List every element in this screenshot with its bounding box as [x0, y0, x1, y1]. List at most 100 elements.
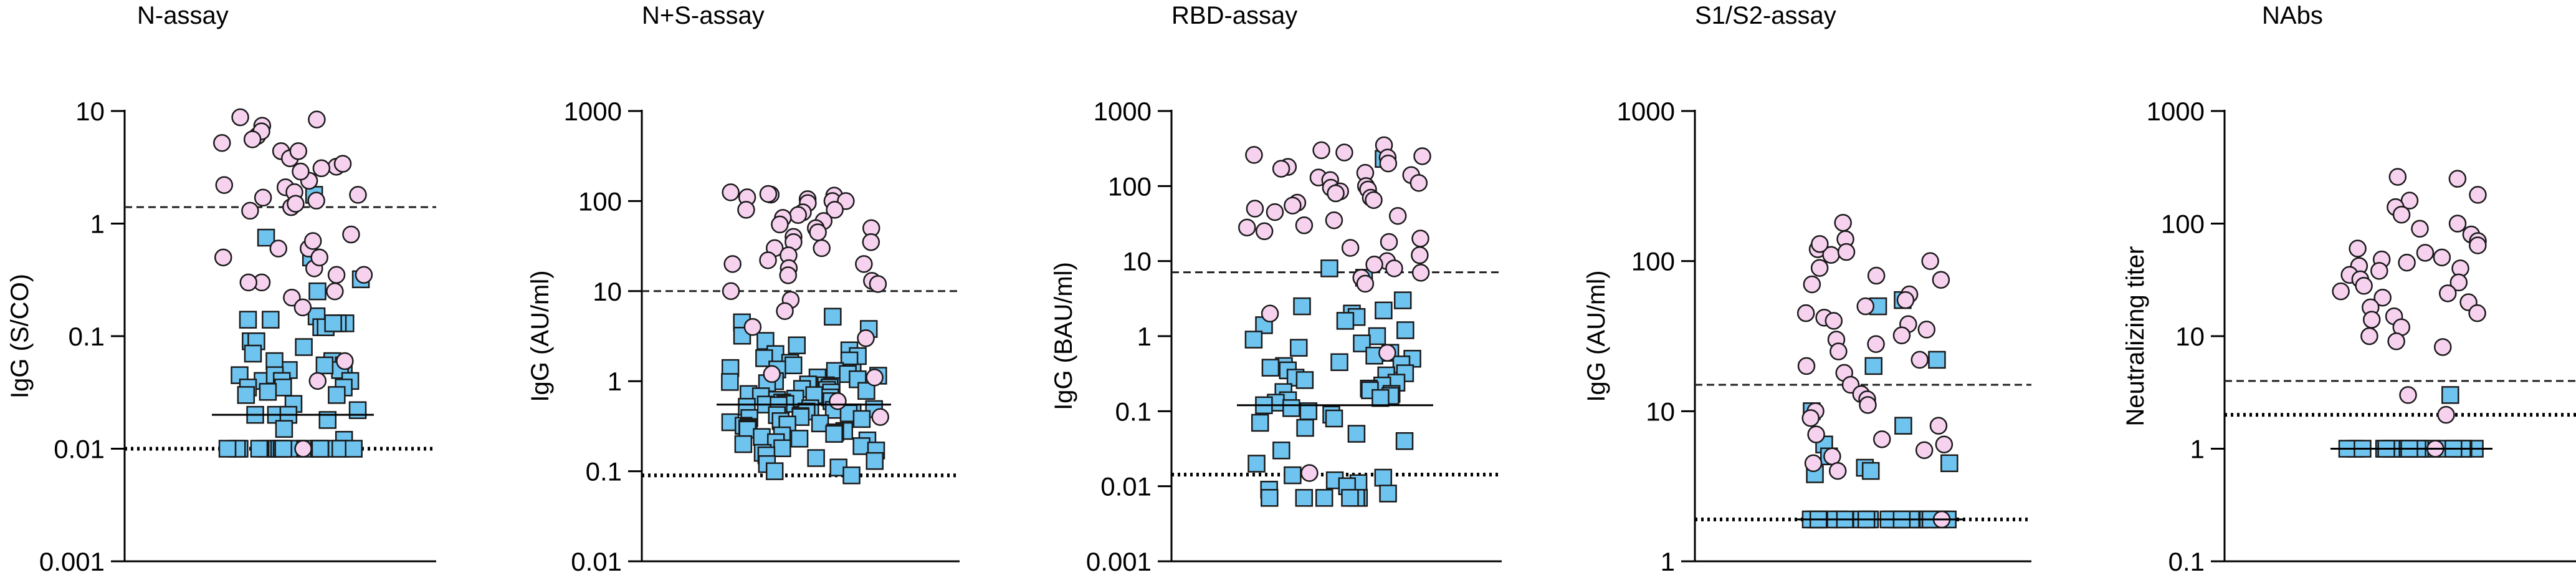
y-tick-label: 0.01 [571, 547, 622, 576]
data-point-circle [2399, 386, 2417, 404]
data-point-square [765, 462, 784, 480]
data-point-square [250, 440, 269, 458]
data-point-circle [1410, 174, 1428, 192]
data-point-square [1261, 359, 1280, 377]
data-point-square [1295, 371, 1314, 389]
data-point-square [1371, 389, 1390, 407]
data-point-circle [1872, 430, 1891, 448]
data-point-circle [1825, 312, 1843, 330]
data-point-circle [2387, 332, 2405, 350]
data-point-circle [355, 266, 373, 284]
data-point-circle [1859, 396, 1877, 414]
data-point-square [1244, 331, 1263, 349]
data-point-circle [1837, 243, 1856, 261]
data-point-circle [723, 255, 742, 273]
panel-title: S1/S2-assay [1695, 2, 1836, 29]
y-tick-label: 0.1 [586, 457, 622, 486]
data-point-circle [231, 108, 249, 127]
data-point-circle [213, 134, 231, 152]
y-tick-label: 1 [608, 367, 622, 396]
data-point-circle [776, 302, 794, 321]
data-point-square [315, 356, 334, 375]
data-point-circle [1327, 184, 1345, 203]
data-point-circle [243, 130, 262, 148]
data-point-circle [2362, 311, 2381, 329]
y-tick-label: 100 [1631, 247, 1675, 276]
data-point-circle [2438, 284, 2457, 302]
data-point-square [852, 410, 871, 428]
data-point-circle [1803, 275, 1821, 294]
data-point-circle [1245, 146, 1263, 164]
data-point-square [852, 437, 871, 455]
data-point-circle [779, 266, 798, 284]
data-point-square [1375, 301, 1393, 320]
data-point-square [1293, 297, 1311, 316]
data-point-square [324, 314, 342, 332]
data-point-square [1336, 312, 1355, 330]
panel-4: S1/S2-assay IgG (AU/ml) 1 10 100 1000 [1583, 2, 2031, 576]
data-point-circle [1921, 252, 1939, 270]
data-point-square [345, 440, 363, 458]
data-point-square [842, 466, 861, 485]
data-point-square [1330, 353, 1348, 371]
panel-title: N+S-assay [642, 2, 765, 29]
data-point-circle [1867, 266, 1886, 285]
data-point-square [274, 379, 292, 397]
data-point-square [1347, 425, 1366, 443]
data-point-circle [2469, 186, 2487, 204]
y-tick-label: 0.1 [2168, 547, 2205, 576]
data-point-square [275, 420, 293, 438]
data-point-circle [2373, 288, 2392, 307]
data-point-square [734, 435, 753, 453]
data-point-square [788, 336, 806, 354]
data-point-circle [2448, 170, 2467, 188]
data-point-square [721, 373, 739, 391]
data-point-square [274, 440, 292, 458]
data-point-square [1296, 418, 1314, 437]
data-point-circle [1810, 259, 1829, 277]
data-point-circle [292, 162, 310, 181]
data-point-circle [2332, 282, 2350, 301]
data-point-circle [862, 233, 880, 251]
data-point-circle [2370, 262, 2388, 280]
data-point-circle [303, 232, 322, 250]
data-point-square [239, 311, 257, 329]
data-point-circle [1828, 462, 1847, 480]
data-point-circle [1385, 259, 1403, 278]
data-point-circle [2388, 168, 2407, 186]
data-point-circle [2469, 236, 2487, 254]
data-point-circle [327, 266, 346, 284]
data-point-circle [287, 195, 305, 213]
data-point-circle [1896, 291, 1915, 309]
data-point-square [1861, 462, 1880, 480]
data-point-square [348, 401, 367, 419]
data-point-circle [2433, 338, 2452, 356]
data-point-circle [1834, 213, 1852, 232]
data-point-circle [310, 248, 328, 267]
data-point-circle [1797, 357, 1816, 375]
data-point-square [1315, 489, 1333, 507]
data-point-square [1940, 454, 1958, 473]
data-point-square [1379, 485, 1397, 503]
data-point-square [1374, 468, 1393, 487]
y-tick-label: 1000 [1094, 97, 1152, 126]
data-point-circle [1356, 274, 1375, 293]
data-point-circle [1829, 342, 1848, 360]
data-point-circle [866, 368, 884, 387]
data-point-circle [1796, 304, 1815, 322]
data-point-circle [1413, 147, 1431, 165]
data-point-circle [241, 201, 259, 220]
data-point-circle [826, 201, 844, 219]
data-point-square [1320, 259, 1338, 278]
y-tick-label: 1 [1661, 547, 1675, 576]
data-point-square [1864, 357, 1883, 375]
data-point-circle [289, 142, 308, 160]
data-point-circle [809, 223, 827, 241]
data-point-circle [2411, 220, 2429, 238]
data-point-circle [336, 352, 354, 370]
data-point-square [785, 356, 803, 375]
data-point-circle [1378, 344, 1396, 362]
data-point-circle [2468, 304, 2486, 322]
y-tick-label: 0.01 [1100, 472, 1152, 501]
